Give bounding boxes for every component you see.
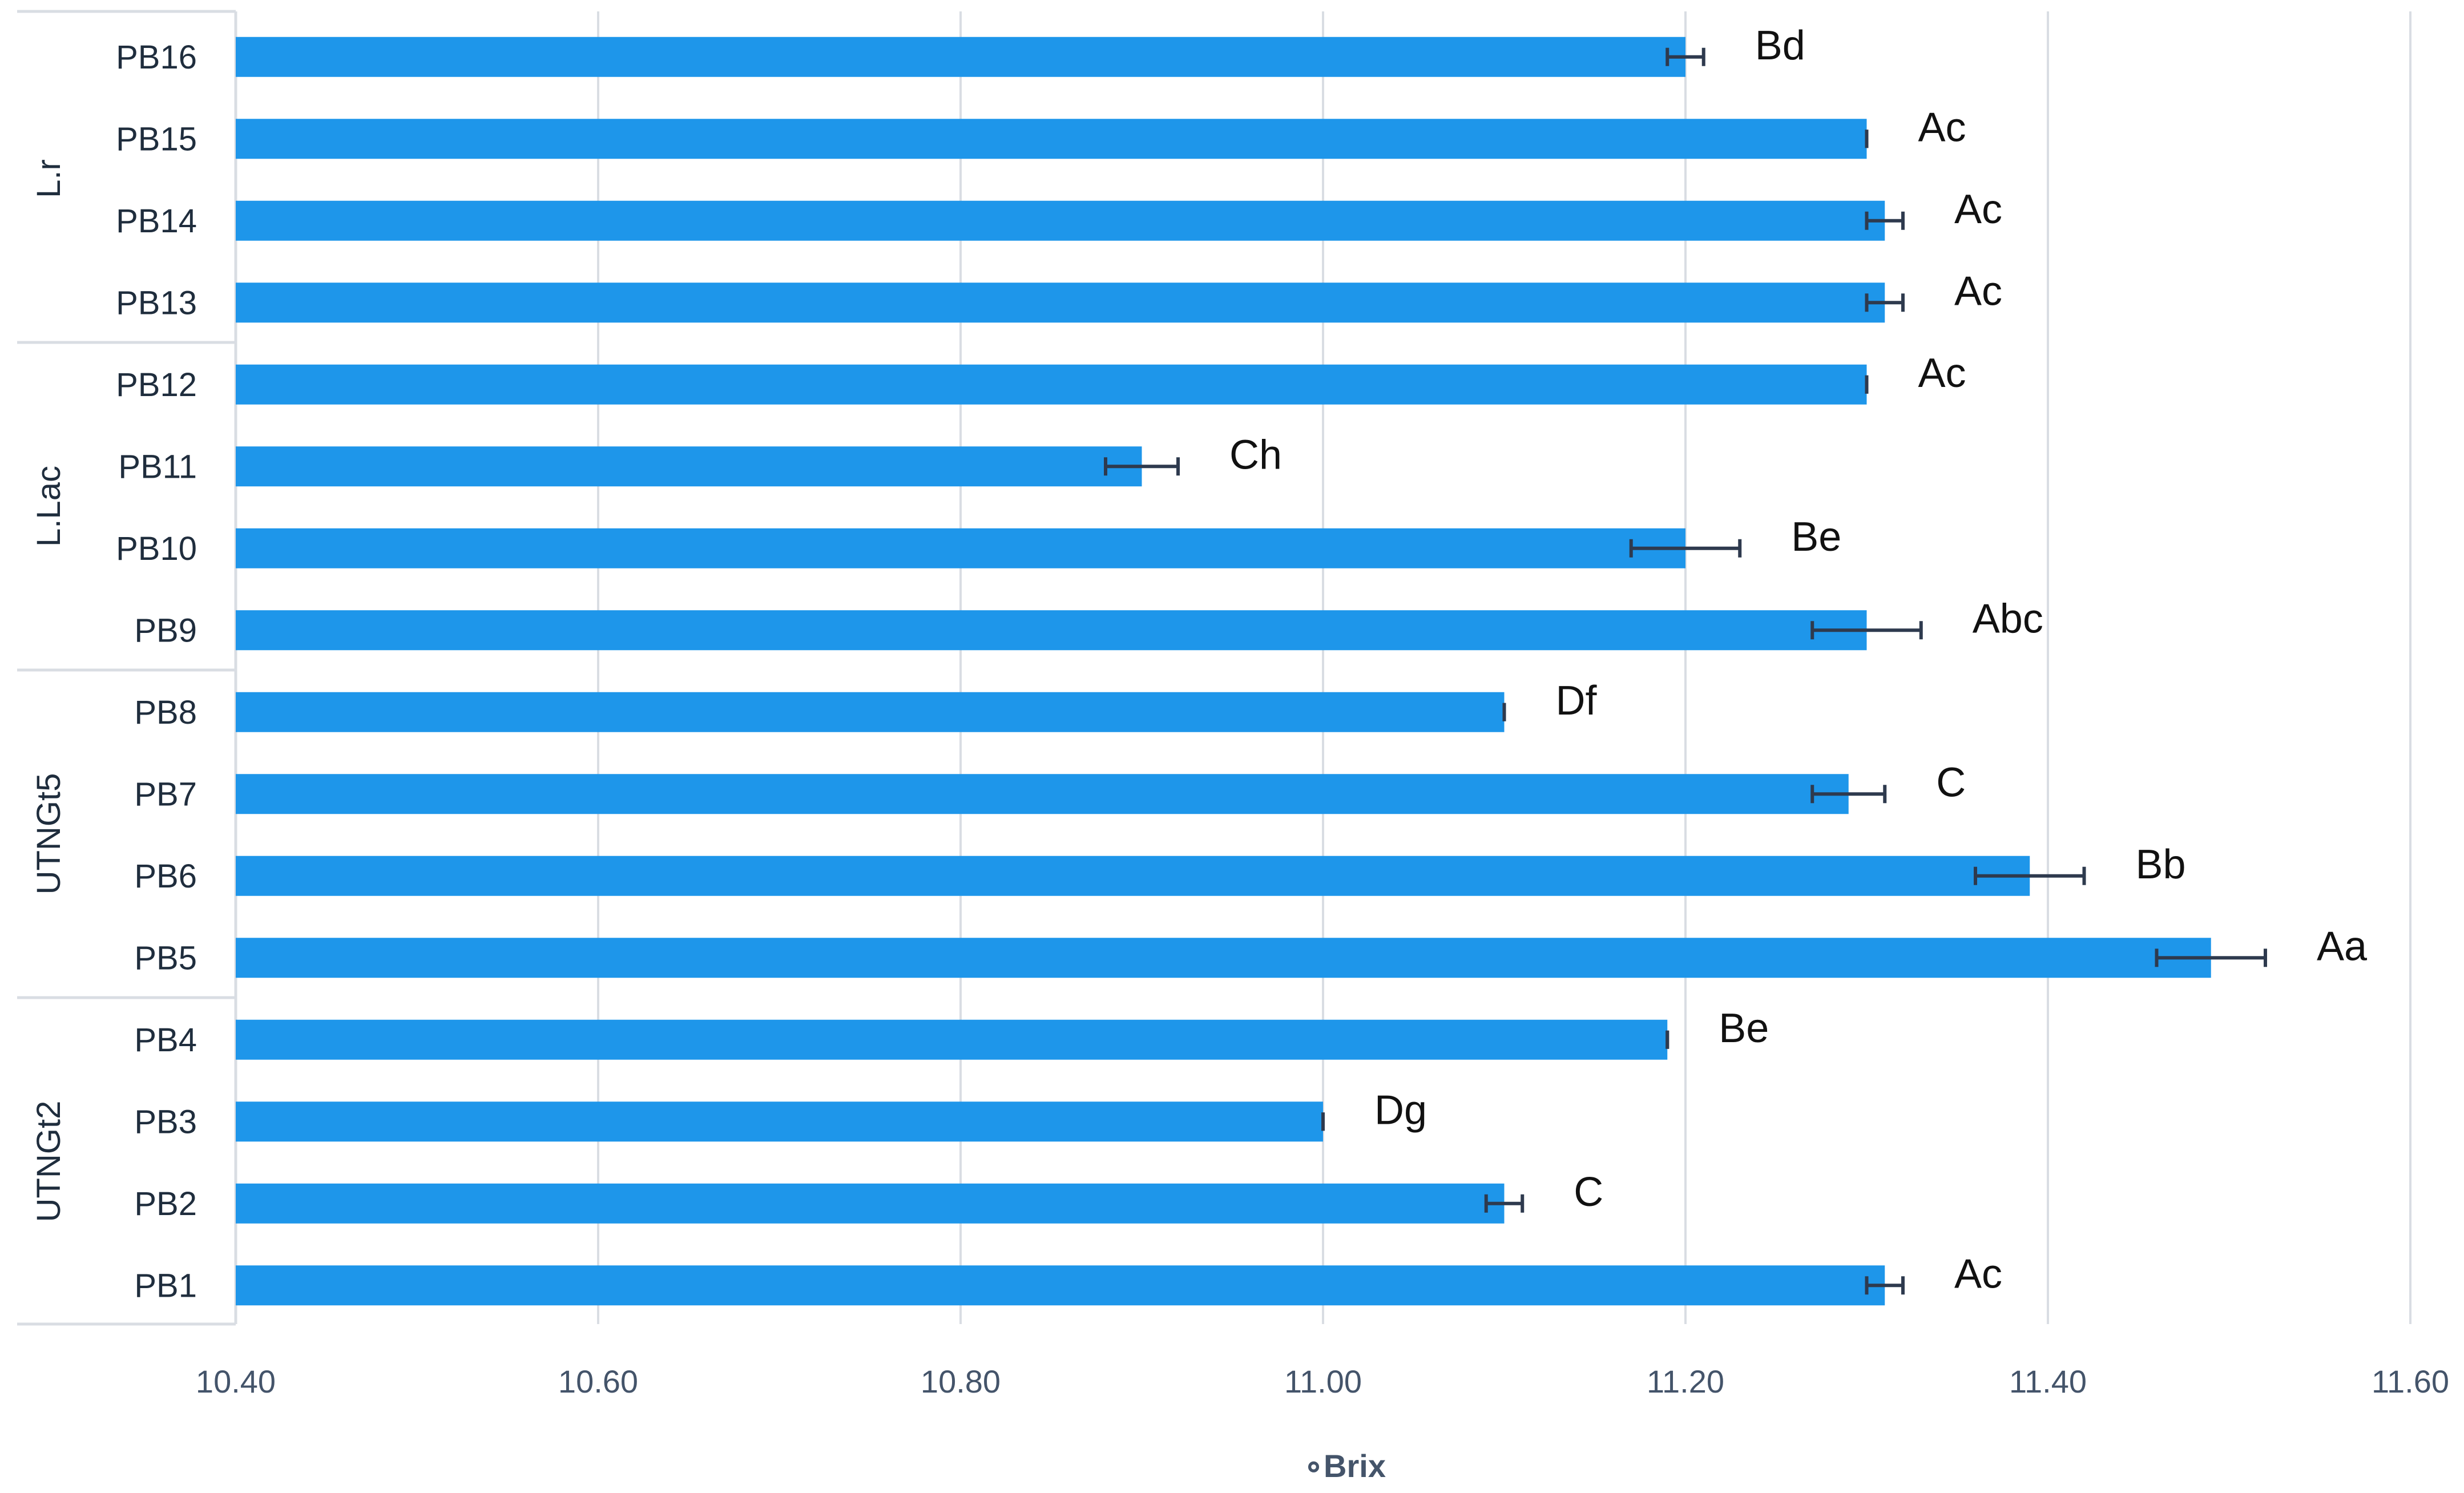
x-tick-label: 11.40 <box>2009 1363 2087 1399</box>
x-axis-title: ∘Brix <box>1304 1448 1386 1484</box>
bar-PB9 <box>236 610 1867 651</box>
significance-label: C <box>1936 760 1966 805</box>
bar-PB7 <box>236 774 1849 814</box>
bar-PB5 <box>236 938 2211 978</box>
bar-PB15 <box>236 119 1867 159</box>
bar-PB12 <box>236 364 1867 405</box>
category-label: PB3 <box>134 1103 197 1140</box>
bar-PB2 <box>236 1183 1505 1224</box>
x-tick-label: 10.40 <box>196 1363 276 1399</box>
bar-PB6 <box>236 856 2030 896</box>
category-label: PB1 <box>134 1267 197 1304</box>
category-label: PB7 <box>134 776 197 813</box>
significance-label: Ch <box>1229 432 1282 478</box>
group-label: UTNGt5 <box>30 773 67 895</box>
group-label: UTNGt2 <box>30 1101 67 1222</box>
x-tick-label: 11.60 <box>2372 1363 2449 1399</box>
bar-PB1 <box>236 1265 1885 1306</box>
bar-PB3 <box>236 1101 1323 1142</box>
bar-PB4 <box>236 1019 1668 1060</box>
category-label: PB10 <box>116 530 197 567</box>
significance-label: Ac <box>1918 350 1966 396</box>
bar-PB11 <box>236 446 1142 487</box>
category-label: PB16 <box>116 39 197 76</box>
significance-label: Bd <box>1755 23 1805 68</box>
category-label: PB14 <box>116 203 197 240</box>
significance-label: Be <box>1719 1006 1769 1051</box>
significance-label: Ac <box>1954 1251 2002 1297</box>
x-tick-label: 11.20 <box>1647 1363 1724 1399</box>
category-label: PB4 <box>134 1022 197 1059</box>
category-label: PB13 <box>116 284 197 321</box>
x-tick-label: 11.00 <box>1284 1363 1362 1399</box>
bar-PB14 <box>236 200 1885 241</box>
significance-label: Df <box>1556 678 1598 724</box>
group-label: L.r <box>30 159 67 198</box>
significance-label: Ac <box>1954 187 2002 232</box>
error-bars <box>1104 47 2267 1295</box>
bars <box>236 37 2211 1306</box>
category-label: PB12 <box>116 366 197 403</box>
category-label: PB5 <box>134 939 197 976</box>
x-tick-label: 10.60 <box>558 1363 638 1399</box>
category-label: PB6 <box>134 858 197 895</box>
category-label: PB9 <box>134 612 197 649</box>
category-label: PB2 <box>134 1185 197 1222</box>
significance-label: Bb <box>2136 842 2186 887</box>
category-label: PB15 <box>116 120 197 158</box>
bar-PB8 <box>236 692 1505 732</box>
significance-label: Ac <box>1954 268 2002 314</box>
significance-label: Be <box>1791 514 1841 560</box>
bar-PB13 <box>236 283 1885 323</box>
significance-label: Dg <box>1374 1087 1427 1133</box>
labels: 10.40 10.60 10.80 11.00 11.20 11.40 11.60 PB16 B… <box>30 23 2449 1399</box>
significance-label: C <box>1574 1169 1603 1215</box>
x-tick-label: 10.80 <box>921 1363 1001 1399</box>
bar-PB16 <box>236 37 1685 77</box>
group-label: L.Lac <box>30 466 67 547</box>
category-label: PB11 <box>118 448 197 485</box>
significance-label: Ac <box>1918 104 1966 150</box>
category-label: PB8 <box>134 694 197 731</box>
significance-label: Aa <box>2317 923 2368 969</box>
bar-PB10 <box>236 528 1685 568</box>
significance-label: Abc <box>1973 596 2043 641</box>
